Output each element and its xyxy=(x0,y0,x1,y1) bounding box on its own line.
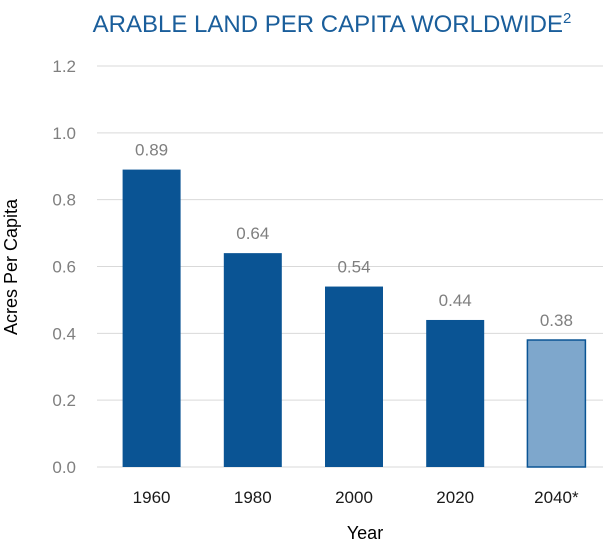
bar-1960 xyxy=(122,169,181,467)
y-tick-label: 1.2 xyxy=(52,57,76,76)
bar-2040 xyxy=(526,339,587,468)
y-tick-label: 0.0 xyxy=(52,458,76,477)
y-tick-label: 0.8 xyxy=(52,191,76,210)
y-axis-label: Acres Per Capita xyxy=(1,198,21,335)
x-tick-label: 2020 xyxy=(436,488,474,507)
bars xyxy=(122,169,587,468)
data-labels: 0.89 0.64 0.54 0.44 0.38 xyxy=(135,141,573,330)
data-label: 0.54 xyxy=(337,258,370,277)
bar-2000 xyxy=(325,286,383,467)
data-label: 0.38 xyxy=(540,311,573,330)
x-tick-label: 2040* xyxy=(534,488,579,507)
x-axis-label: Year xyxy=(347,523,383,543)
y-tick-label: 0.6 xyxy=(52,258,76,277)
y-axis-ticks: 0.0 0.2 0.4 0.6 0.8 1.0 1.2 xyxy=(52,57,76,477)
x-tick-label: 1960 xyxy=(133,488,171,507)
x-axis-ticks: 1960 1980 2000 2020 2040* xyxy=(133,488,579,507)
x-tick-label: 1980 xyxy=(234,488,272,507)
y-tick-label: 1.0 xyxy=(52,124,76,143)
x-tick-label: 2000 xyxy=(335,488,373,507)
chart-title: ARABLE LAND PER CAPITA WORLDWIDE2 xyxy=(93,10,572,38)
y-tick-label: 0.2 xyxy=(52,391,76,410)
data-label: 0.89 xyxy=(135,141,168,160)
bar-1980 xyxy=(223,253,282,467)
y-tick-label: 0.4 xyxy=(52,324,76,343)
data-label: 0.64 xyxy=(236,224,269,243)
bar-2020 xyxy=(426,319,485,467)
data-label: 0.44 xyxy=(439,291,472,310)
